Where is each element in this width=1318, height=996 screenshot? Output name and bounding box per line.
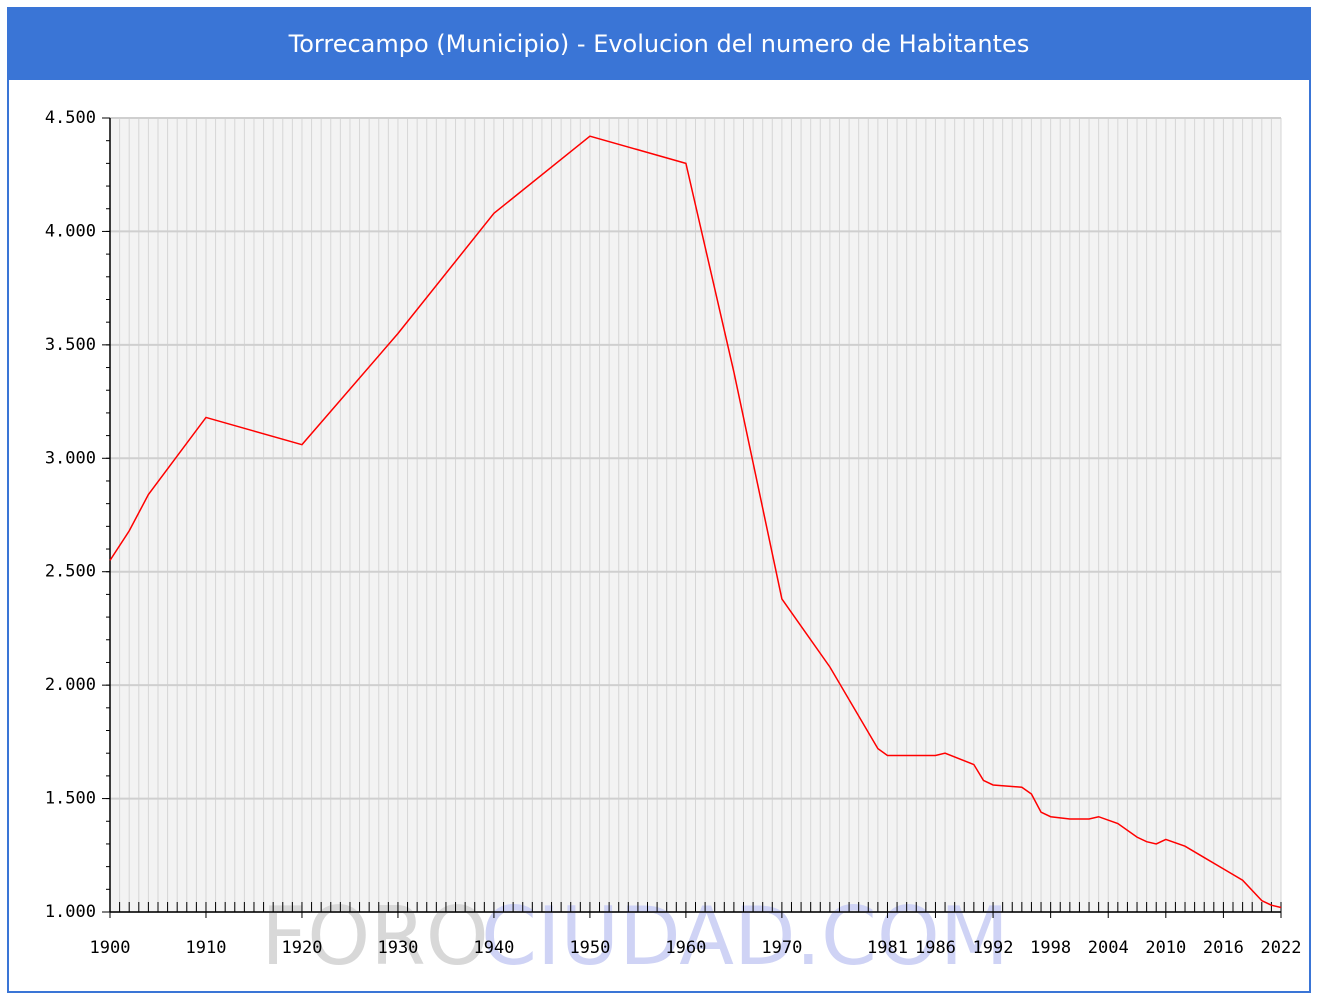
x-tick-label: 1981 [867,938,908,958]
x-tick-label: 1910 [186,938,227,958]
x-tick-label: 1992 [973,938,1014,958]
watermark: CIUDAD.COM [481,890,1009,983]
x-tick-label: 1940 [473,938,514,958]
y-tick-label: 4.500 [45,108,96,128]
x-tick-label: 1950 [569,938,610,958]
y-tick-label: 2.000 [45,675,96,695]
x-tick-label: 1986 [915,938,956,958]
x-tick-label: 1960 [665,938,706,958]
y-tick-label: 1.500 [45,789,96,809]
line [109,135,1282,909]
x-tick-label: 1930 [377,938,418,958]
x-tick-label: 2016 [1203,938,1244,958]
y-tick-label: 4.000 [45,221,96,241]
x-tick-label: 1970 [761,938,802,958]
x-tick-label: 2004 [1088,938,1129,958]
x-tick-label: 2010 [1145,938,1186,958]
title-bar [8,8,1310,80]
x-tick-label: 1920 [281,938,322,958]
y-tick-label: 2.500 [45,562,96,582]
y-tick-label: 3.000 [45,448,96,468]
chart-title: Torrecampo (Municipio) - Evolucion del n… [288,30,1030,58]
y-tick-label: 1.000 [45,902,96,922]
x-tick-label: 2022 [1261,938,1302,958]
x-tick-label: 1900 [90,938,131,958]
x-tick-label: 1998 [1030,938,1071,958]
watermark: FORO [261,890,489,983]
y-tick-label: 3.500 [45,335,96,355]
